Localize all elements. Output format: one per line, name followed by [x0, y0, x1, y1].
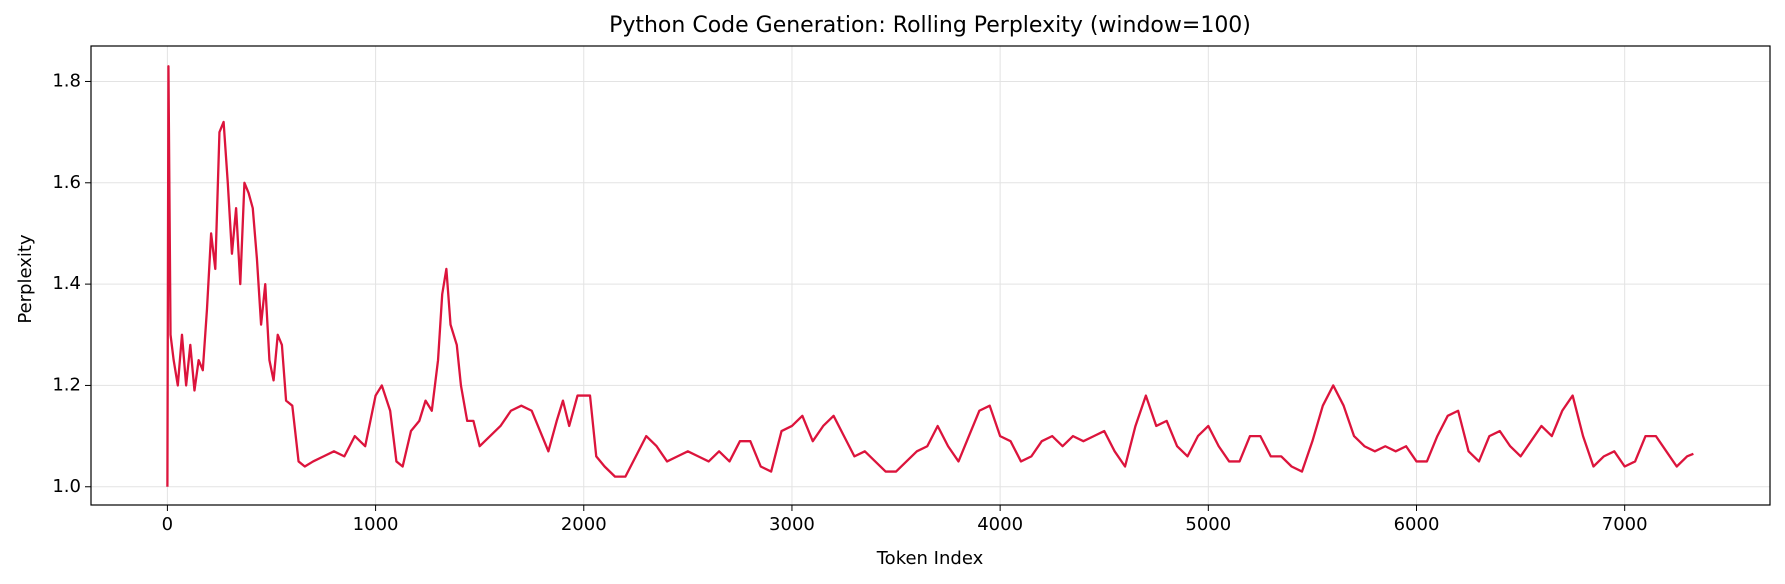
x-tick-label: 4000 — [977, 514, 1023, 535]
x-tick-label: 7000 — [1602, 514, 1648, 535]
y-tick-label: 1.4 — [52, 273, 81, 294]
y-axis-label: Perplexity — [15, 234, 36, 324]
chart-title: Python Code Generation: Rolling Perplexi… — [609, 13, 1251, 38]
line — [166, 65, 1694, 487]
x-tick-label: 0 — [162, 514, 173, 535]
x-tick-label: 6000 — [1394, 514, 1440, 535]
y-tick-label: 1.6 — [52, 172, 81, 193]
x-tick-label: 2000 — [561, 514, 607, 535]
y-tick-label: 1.0 — [52, 476, 81, 497]
plot-frame — [90, 45, 1771, 506]
x-tick-label: 1000 — [353, 514, 399, 535]
y-tick-label: 1.2 — [52, 374, 81, 395]
x-tick-label: 5000 — [1185, 514, 1231, 535]
x-axis-label: Token Index — [876, 548, 984, 569]
x-tick-label: 3000 — [769, 514, 815, 535]
y-tick-label: 1.8 — [52, 70, 81, 91]
